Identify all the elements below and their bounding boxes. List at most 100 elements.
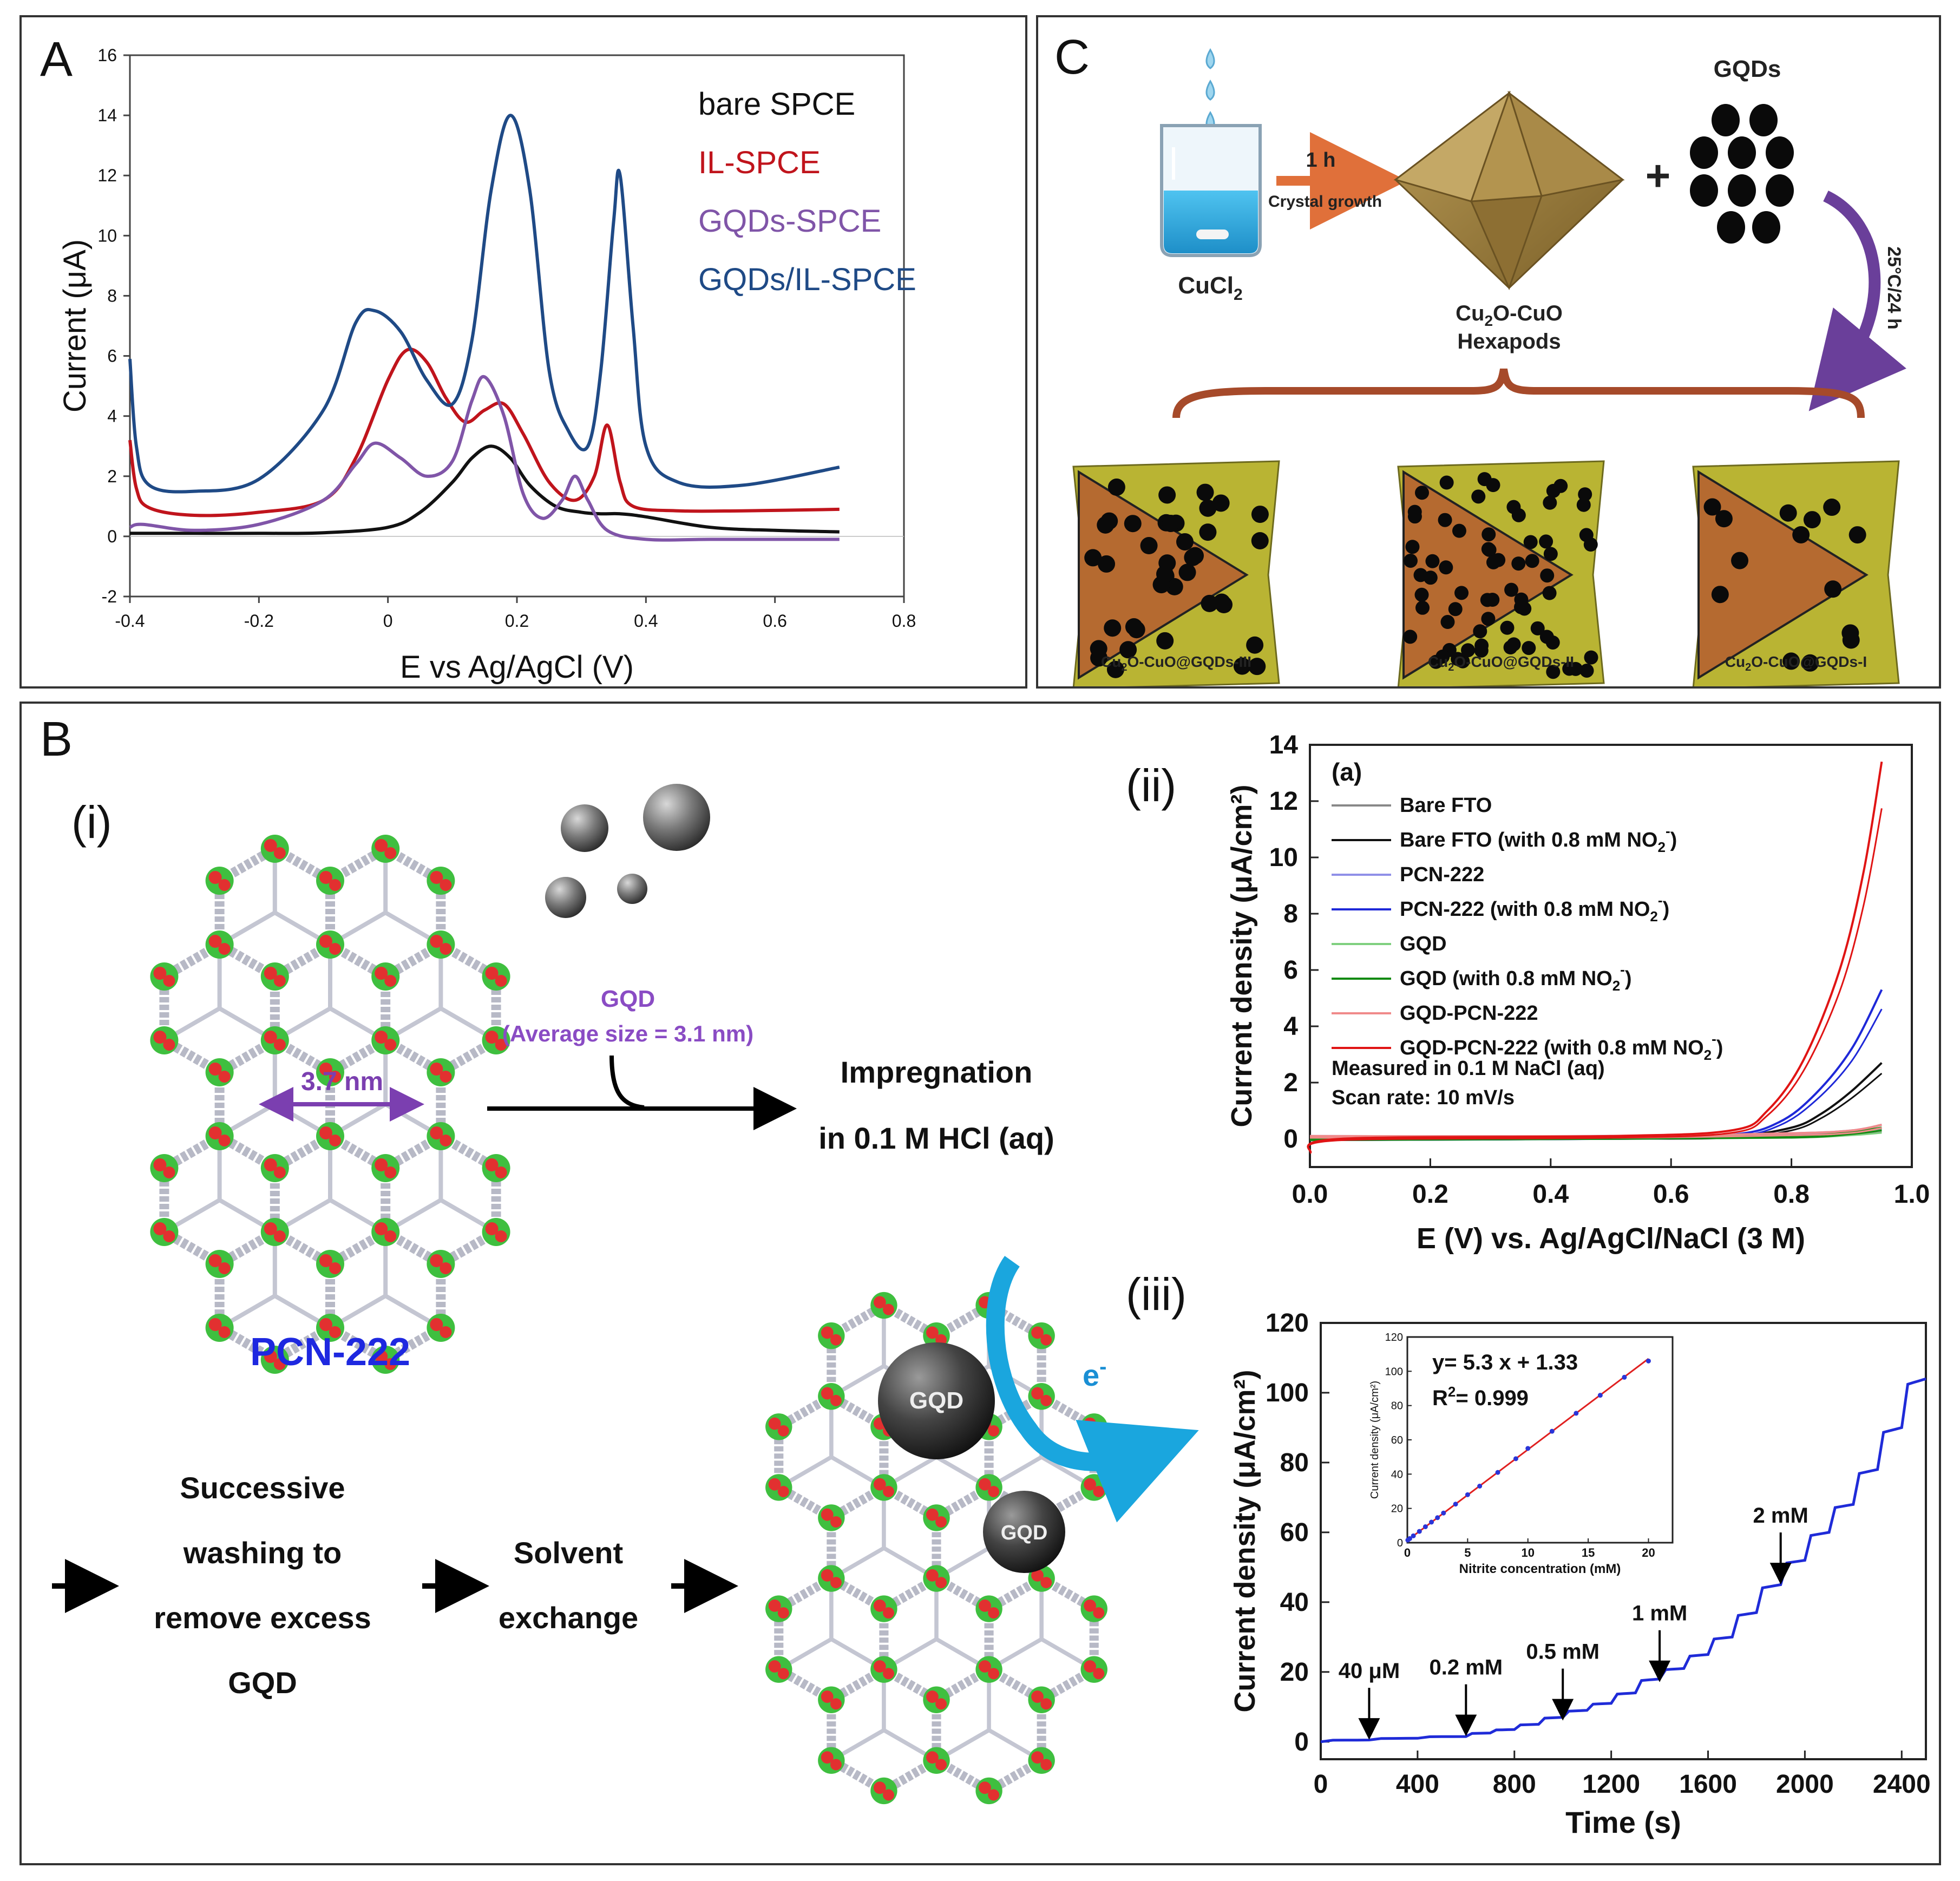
plot-frame bbox=[1309, 744, 1913, 1168]
mof-node-o bbox=[495, 1039, 507, 1051]
gqd-dot bbox=[1792, 526, 1810, 543]
reaction-arrow bbox=[1808, 191, 1906, 411]
gqd-dot bbox=[1480, 593, 1494, 607]
mof-node-o bbox=[163, 1039, 175, 1051]
series-line-7 bbox=[1307, 761, 1883, 1154]
gqd-dot bbox=[1584, 650, 1598, 665]
mof-node-o bbox=[988, 1607, 1000, 1619]
mof-node-o bbox=[430, 871, 443, 884]
inset-point-14 bbox=[1549, 1428, 1555, 1434]
mof-node-o bbox=[329, 1135, 342, 1146]
panel-a-label: A bbox=[40, 32, 73, 87]
y-axis-label: Current density (μA/cm²) bbox=[1225, 784, 1258, 1127]
gqd-dot bbox=[1481, 542, 1496, 556]
x-tick-label: 2400 bbox=[1873, 1770, 1931, 1799]
x-tick-label: 0 bbox=[383, 611, 393, 631]
mof-node-o bbox=[273, 1358, 286, 1370]
panel-c-label: C bbox=[1054, 30, 1090, 84]
mof-node-o bbox=[430, 1318, 443, 1331]
chart-a: -2 0 2 4 6 8 10 12 14 16 -0.4 -0.2 0 0.2 0.4 0.6 0.8 E vs… bbox=[57, 45, 916, 685]
y-tick-label: 12 bbox=[1269, 787, 1298, 816]
product-face-2 bbox=[1697, 470, 1869, 680]
products bbox=[1072, 460, 1900, 690]
inset-point-6 bbox=[1435, 1515, 1440, 1520]
y-tick-label: 0 bbox=[1294, 1728, 1309, 1757]
mof-node-o bbox=[830, 1516, 842, 1528]
legend-entry-5: GQD (with 0.8 mM NO2-) bbox=[1400, 961, 1632, 994]
mof-node-o bbox=[375, 839, 388, 852]
x-tick-label: 800 bbox=[1493, 1770, 1536, 1799]
step3-line2: exchange bbox=[499, 1601, 638, 1635]
inset-y-tick-label: 80 bbox=[1391, 1400, 1403, 1412]
panel-tag: (a) bbox=[1332, 758, 1362, 786]
y-tick-label: 16 bbox=[97, 45, 117, 65]
gqd-dot bbox=[1513, 600, 1528, 614]
mof-node-o bbox=[979, 1478, 991, 1491]
mof-node-o bbox=[830, 1334, 842, 1346]
gqd-dot bbox=[1546, 665, 1561, 679]
mof-node-o bbox=[830, 1577, 842, 1589]
mof-node-o bbox=[375, 1350, 388, 1363]
x-tick-label: 0.6 bbox=[763, 611, 786, 631]
gqd-dot bbox=[1090, 649, 1108, 667]
y-tick-label: 2 bbox=[1283, 1069, 1298, 1097]
plus-sign: + bbox=[1646, 152, 1671, 200]
x-tick-label: 0.4 bbox=[634, 611, 658, 631]
gqd-dot bbox=[1448, 602, 1463, 617]
mof-node-o bbox=[979, 1660, 991, 1673]
mof-node-o bbox=[208, 935, 222, 948]
y-tick-label: 10 bbox=[97, 226, 117, 245]
gqd-dot bbox=[1414, 587, 1429, 602]
gqd-dot bbox=[1715, 510, 1733, 528]
mof-node-o bbox=[495, 1166, 507, 1178]
mof-node-o bbox=[440, 1071, 452, 1083]
gqd-dot bbox=[1199, 523, 1217, 541]
gqd-ball-large-label: GQD bbox=[909, 1387, 963, 1414]
series-line-0 bbox=[130, 444, 840, 535]
legend-entry-0: bare SPCE bbox=[698, 87, 855, 122]
gqd-dot bbox=[1413, 568, 1428, 582]
step2-line1: Successive bbox=[180, 1471, 345, 1505]
gqd-dot bbox=[1199, 499, 1217, 517]
gqd-dot bbox=[1403, 553, 1418, 568]
annotation-label-4: 2 mM bbox=[1753, 1504, 1808, 1528]
gqd-dot bbox=[1403, 630, 1418, 644]
gqd-dot bbox=[1451, 652, 1465, 666]
mof-node-o bbox=[430, 1126, 443, 1139]
mof-node-o bbox=[1040, 1394, 1052, 1406]
mof-node-o bbox=[926, 1326, 939, 1339]
mof-node-o bbox=[319, 1063, 332, 1076]
gqd-dot bbox=[1578, 487, 1592, 502]
inset-y-tick-label: 100 bbox=[1385, 1366, 1403, 1378]
mof-node-o bbox=[208, 1063, 222, 1076]
gqd-dot bbox=[1482, 527, 1496, 542]
inset-y-tick-label: 20 bbox=[1391, 1503, 1403, 1515]
mof-node-o bbox=[218, 1135, 231, 1146]
panel-c-svg: C CuCl2 1 h Crystal growth Cu2O-CuO He bbox=[1054, 30, 1906, 690]
mof-node-o bbox=[264, 1350, 277, 1363]
mof-node-o bbox=[1093, 1668, 1105, 1680]
gqd-dot bbox=[1841, 624, 1859, 642]
gqd-dot bbox=[1213, 593, 1231, 611]
mof-node-o bbox=[495, 1230, 507, 1242]
gqd-dot bbox=[1477, 472, 1492, 487]
mof-node-o bbox=[329, 1071, 341, 1083]
inset-point-5 bbox=[1429, 1519, 1434, 1525]
inset-point-8 bbox=[1453, 1502, 1458, 1507]
y-tick-label: 80 bbox=[1280, 1449, 1309, 1477]
product-label-3: Cu2O-CuO@GQDs-III bbox=[1101, 653, 1251, 673]
mof-node-o bbox=[319, 1318, 333, 1331]
gqd-dot bbox=[1503, 640, 1518, 655]
series-line-2 bbox=[129, 375, 840, 542]
gqd-dot bbox=[1543, 547, 1558, 561]
gqd-dot bbox=[1539, 534, 1553, 549]
y-tick-label: 10 bbox=[1269, 843, 1298, 872]
mof-node-o bbox=[821, 1751, 834, 1764]
gqd-dot bbox=[1506, 500, 1521, 514]
mof-node-o bbox=[1040, 1759, 1052, 1771]
inset-y-tick-label: 120 bbox=[1385, 1332, 1403, 1343]
panel-b-label: B bbox=[40, 712, 73, 766]
note-0: Measured in 0.1 M NaCl (aq) bbox=[1332, 1057, 1605, 1080]
gqd-dot bbox=[1576, 497, 1591, 512]
inset-y-tick-label: 40 bbox=[1391, 1469, 1403, 1480]
